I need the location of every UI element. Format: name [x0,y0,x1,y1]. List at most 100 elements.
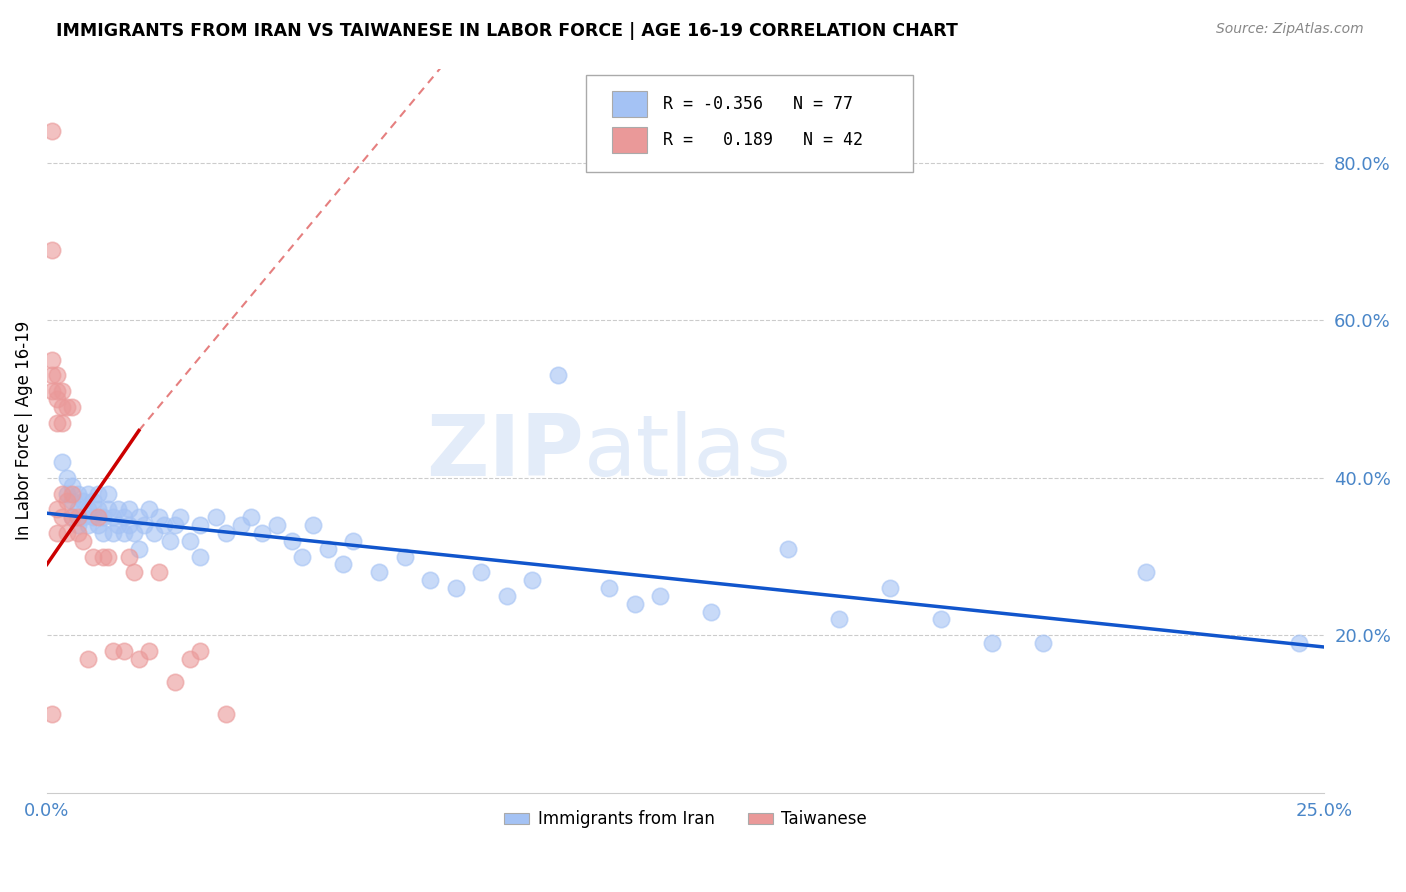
Point [51,510,73,524]
Point [394,549,416,564]
Point [163,675,186,690]
Point [56,494,79,508]
Point [62,486,84,500]
Point [112,525,135,540]
Point [76,518,98,533]
Point [62,494,84,508]
Point [46,384,69,399]
Point [46,525,69,540]
Point [332,558,354,572]
Point [51,384,73,399]
Point [444,581,467,595]
Bar [612,91,647,117]
Point [138,502,160,516]
Point [46,368,69,383]
Point [128,510,150,524]
Point [188,518,211,533]
Point [91,510,114,524]
Point [103,525,125,540]
Point [41,384,63,399]
Point [828,612,851,626]
Point [97,549,120,564]
Point [66,486,89,500]
Point [522,573,544,587]
Point [97,486,120,500]
Point [112,510,135,524]
Point [66,510,89,524]
Point [41,243,63,257]
Point [419,573,441,587]
Point [132,518,155,533]
Point [215,525,238,540]
Point [87,518,110,533]
Point [648,589,671,603]
Point [342,533,364,548]
Point [62,510,84,524]
Point [470,566,492,580]
Point [41,368,63,383]
Point [229,518,252,533]
Point [122,525,145,540]
Point [169,510,191,524]
Point [266,518,288,533]
Point [62,510,84,524]
Point [72,494,94,508]
Point [56,525,79,540]
Point [143,525,166,540]
Point [879,581,901,595]
Point [76,502,98,516]
Point [56,471,79,485]
Point [66,502,89,516]
Point [623,597,645,611]
Text: atlas: atlas [583,411,792,494]
Point [103,510,125,524]
Point [51,486,73,500]
Point [72,533,94,548]
Point [41,352,63,367]
Point [138,644,160,658]
Point [118,549,141,564]
Point [82,549,104,564]
Text: IMMIGRANTS FROM IRAN VS TAIWANESE IN LABOR FORCE | AGE 16-19 CORRELATION CHART: IMMIGRANTS FROM IRAN VS TAIWANESE IN LAB… [56,22,957,40]
Point [82,510,104,524]
Point [179,652,201,666]
Point [163,518,186,533]
Point [1032,636,1054,650]
Point [148,510,170,524]
Point [46,502,69,516]
Point [929,612,952,626]
Point [62,400,84,414]
Point [776,541,799,556]
Point [291,549,314,564]
Point [46,392,69,406]
Point [41,706,63,721]
Point [97,502,120,516]
Point [1288,636,1310,650]
Point [51,455,73,469]
Point [87,510,110,524]
Point [76,486,98,500]
Point [76,652,98,666]
Point [495,589,517,603]
Point [46,416,69,430]
Point [128,541,150,556]
Point [91,525,114,540]
Point [598,581,620,595]
Point [159,533,181,548]
Point [118,502,141,516]
Point [128,652,150,666]
Point [204,510,226,524]
Point [41,124,63,138]
Point [250,525,273,540]
Point [56,486,79,500]
Point [62,478,84,492]
Text: Source: ZipAtlas.com: Source: ZipAtlas.com [1216,22,1364,37]
Point [66,518,89,533]
Point [153,518,176,533]
Point [301,518,323,533]
Point [112,644,135,658]
Point [281,533,304,548]
Legend: Immigrants from Iran, Taiwanese: Immigrants from Iran, Taiwanese [498,804,873,835]
Point [148,566,170,580]
Point [72,510,94,524]
